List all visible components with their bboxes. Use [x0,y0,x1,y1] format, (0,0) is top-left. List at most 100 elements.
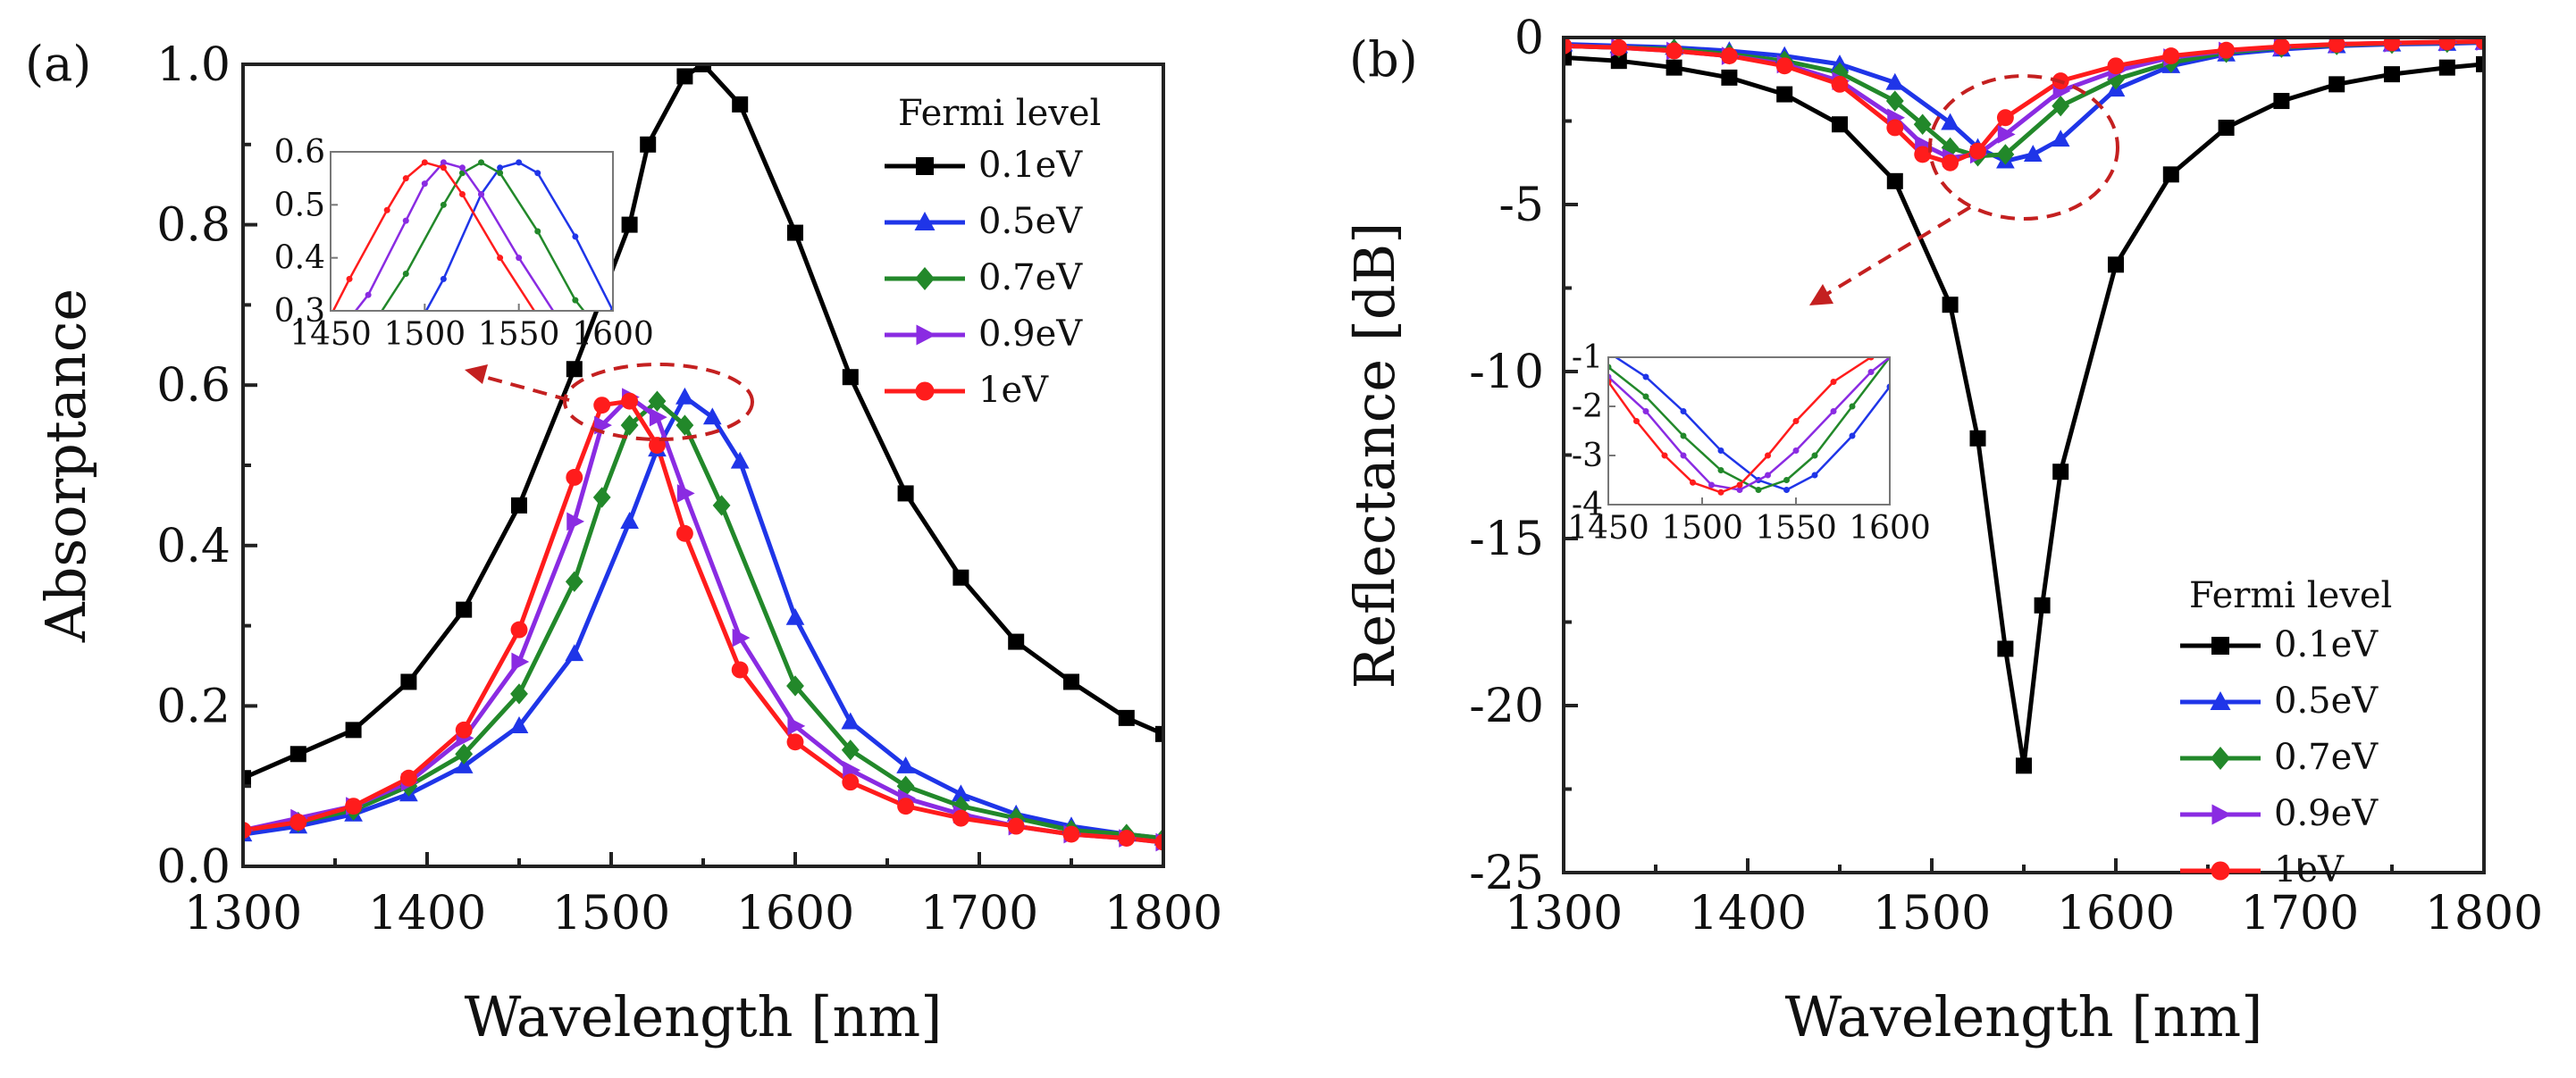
data-point-0.1eV [1666,59,1682,76]
inset-point-0.9eV [421,180,428,188]
data-point-1eV [675,524,693,542]
inset-point-1eV [1765,452,1771,459]
data-point-0.1eV [1776,86,1793,103]
inset-point-0.5eV [497,164,504,171]
inset-point-0.7eV [402,270,409,277]
x-tick-label: 1500 [1873,887,1991,940]
data-point-0.5eV [509,716,529,733]
legend-label-1eV: 1eV [2274,849,2345,890]
y-tick-label: 0.6 [156,359,231,413]
data-point-0.7eV [510,683,528,705]
annotation-ellipse [1928,74,2119,221]
inset-point-1eV [1792,418,1800,424]
inset-point-0.7eV [478,159,485,166]
data-point-1eV [952,809,969,827]
data-point-0.5eV [565,644,584,662]
data-point-0.1eV [1942,297,1959,313]
data-point-0.7eV [952,795,970,817]
y-tick-label: -20 [1469,680,1544,733]
data-point-1eV [1775,57,1793,75]
inset-x-tick-label: 1550 [478,316,560,353]
legend-label-0.5eV: 0.5eV [978,201,1083,242]
inset-point-0.5eV [534,170,541,177]
y-tick-label: 0.2 [156,680,231,733]
legend-marker-0.5eV [914,212,936,230]
legend-label-0.7eV: 0.7eV [2274,737,2379,778]
y-tick-label: 1.0 [156,38,231,92]
data-point-0.1eV [2052,464,2069,481]
inset-point-1eV [346,275,353,282]
data-point-0.1eV [1832,116,1848,133]
y-tick-label: -10 [1469,346,1544,399]
data-point-0.1eV [566,361,583,378]
inset-series-group [1608,357,1890,496]
data-point-0.1eV [400,673,417,690]
inset-point-0.5eV [1783,487,1790,493]
inset-point-0.5eV [1680,408,1687,414]
data-point-0.7eV [712,495,731,516]
panel-label: (a) [25,36,91,92]
data-point-0.7eV [565,571,583,592]
inset-frame [1607,356,1891,506]
x-tick-label: 1800 [1104,887,1222,940]
inset-chart: 1450 1500 1550 1600 -1 -2 -3 -4 [1567,339,1931,547]
inset-point-0.9eV [1867,369,1875,375]
x-tick-label: 1300 [184,887,302,940]
legend-label-0.5eV: 0.5eV [2274,681,2379,722]
data-point-0.1eV [2034,597,2051,614]
inset-point-1eV [440,164,447,171]
data-point-0.9eV [511,652,530,672]
data-point-1eV [1942,154,1959,171]
series-group [1564,38,2484,774]
data-point-0.1eV [1564,49,1572,66]
inset-x-tick-label: 1550 [1755,510,1837,547]
data-point-0.1eV [2476,55,2484,72]
inset-x-tick-label: 1450 [1567,510,1649,547]
x-tick-label: 1700 [2241,887,2359,940]
data-point-0.7eV [675,414,694,436]
inset-y-tick-label: 0.4 [274,240,325,277]
inset-point-0.5eV [328,403,334,409]
inset-point-0.9eV [1642,408,1649,414]
legend-label-0.9eV: 0.9eV [978,313,1083,355]
inset-point-0.7eV [1783,477,1790,483]
data-point-0.1eV [345,722,362,739]
data-point-0.1eV [676,68,693,85]
series-group [243,64,1163,852]
data-point-0.1eV [2384,66,2400,83]
inset-point-1eV [402,175,409,182]
x-tick-label: 1600 [736,887,854,940]
series-line-0.7eV [243,398,1163,841]
data-point-0.7eV [648,390,667,412]
data-point-0.5eV [2051,130,2070,147]
x-tick-label: 1500 [552,887,670,940]
inset-point-0.9eV [402,217,409,224]
legend-marker-0.5eV [2210,691,2231,710]
data-point-0.7eV [620,414,639,436]
data-point-0.7eV [455,743,474,765]
data-point-1eV [1996,109,2014,127]
inset-point-0.5eV [1642,373,1649,380]
series-line-0.5eV [243,395,1163,841]
data-point-1eV [2162,47,2180,65]
inset-point-0.9eV [1765,472,1771,479]
data-point-1eV [621,392,639,410]
data-point-1eV [2383,38,2401,52]
inset-point-0.5eV [440,275,447,282]
data-point-0.1eV [2273,93,2290,110]
data-point-0.9eV [649,407,667,427]
inset-series-group [328,159,613,409]
inset-y-tick-label: -4 [1572,487,1603,523]
legend-title: Fermi level [2189,575,2392,616]
legend-label-0.9eV: 0.9eV [2274,793,2379,834]
inset-point-0.7eV [1717,467,1724,473]
inset-y-tick-label: 0.6 [274,134,325,171]
data-point-0.9eV [732,628,751,648]
data-point-0.5eV [454,756,474,773]
data-point-1eV [1886,119,1904,137]
data-point-1eV [1610,38,1628,56]
data-point-0.7eV [1996,144,2015,165]
inset-point-0.9eV [458,164,466,171]
inset-line-0.5eV [424,161,613,311]
